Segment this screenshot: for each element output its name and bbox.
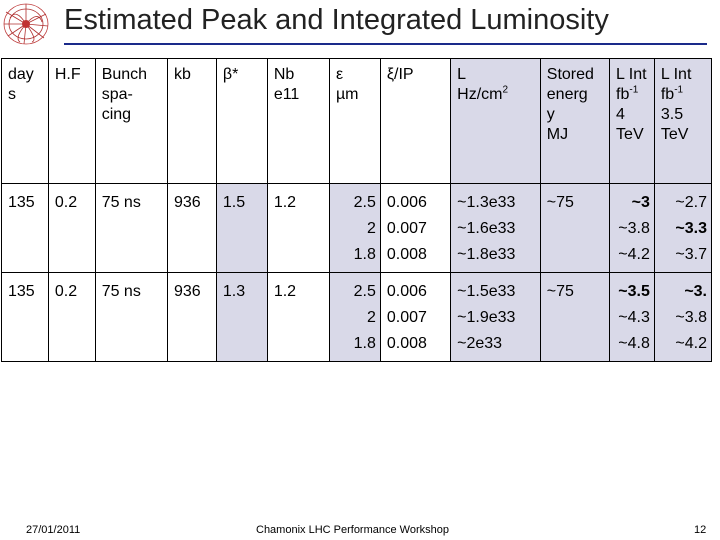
cell-xi-per-ip: 0.006 0.007 0.008 xyxy=(379,183,452,273)
header-luminosity: L Hz/cm2 xyxy=(450,58,541,184)
cell-kb: 936 xyxy=(167,272,217,362)
cell-kb: 936 xyxy=(167,183,217,273)
header-emittance: ε µm xyxy=(328,58,381,184)
header-bunch-spacing: Bunch spa- cing xyxy=(94,58,169,184)
cell-xi-per-ip: 0.006 0.007 0.008 xyxy=(379,272,452,362)
cell-emittance: 2.5 2 1.8 xyxy=(328,272,381,362)
cell-luminosity: ~1.3e33 ~1.6e33 ~1.8e33 xyxy=(450,183,541,273)
cell-beta-star: 1.3 xyxy=(215,272,268,362)
page-title: Estimated Peak and Integrated Luminosity xyxy=(64,4,609,36)
header-stored-energy: Stored energ y MJ xyxy=(539,58,611,184)
cell-hf: 0.2 xyxy=(47,183,96,273)
cell-nb: 1.2 xyxy=(266,272,330,362)
header-hf: H.F xyxy=(47,58,96,184)
cell-bunch-spacing: 75 ns xyxy=(94,272,169,362)
title-underline xyxy=(64,43,707,45)
footer-page-number: 12 xyxy=(694,524,707,536)
table-header-row: day s H.F Bunch spa- cing kb β* Nb e11 ε… xyxy=(1,58,713,184)
cell-hf: 0.2 xyxy=(47,272,96,362)
cell-day: 135 xyxy=(1,183,49,273)
table-row: 135 0.2 75 ns 936 1.5 1.2 2.5 2 1.8 0.00… xyxy=(1,183,713,273)
cell-lint-3p5tev: ~2.7 ~3.3 ~3.7 xyxy=(653,183,713,273)
cell-stored-energy: ~75 xyxy=(539,272,611,362)
cell-bunch-spacing: 75 ns xyxy=(94,183,169,273)
cell-lint-3p5tev: ~3. ~3.8 ~4.2 xyxy=(653,272,713,362)
header-day: day s xyxy=(1,58,49,184)
cell-emittance: 2.5 2 1.8 xyxy=(328,183,381,273)
cell-luminosity: ~1.5e33 ~1.9e33 ~2e33 xyxy=(450,272,541,362)
cell-nb: 1.2 xyxy=(266,183,330,273)
header-beta-star: β* xyxy=(215,58,268,184)
cell-lint-4tev: ~3.5 ~4.3 ~4.8 xyxy=(609,272,655,362)
header-nb: Nb e11 xyxy=(266,58,330,184)
cell-beta-star: 1.5 xyxy=(215,183,268,273)
header-kb: kb xyxy=(167,58,217,184)
header-lint-4tev: L Int fb-1 4 TeV xyxy=(609,58,655,184)
cell-stored-energy: ~75 xyxy=(539,183,611,273)
header-xi-per-ip: ξ/IP xyxy=(379,58,452,184)
luminosity-table: day s H.F Bunch spa- cing kb β* Nb e11 ε… xyxy=(1,58,713,362)
cell-day: 135 xyxy=(1,272,49,362)
footer-event: Chamonix LHC Performance Workshop xyxy=(256,524,449,536)
header-lint-3p5tev: L Int fb-1 3.5 TeV xyxy=(653,58,713,184)
particle-collision-logo xyxy=(3,3,49,45)
cell-lint-4tev: ~3 ~3.8 ~4.2 xyxy=(609,183,655,273)
footer-date: 27/01/2011 xyxy=(26,524,81,536)
table-row: 135 0.2 75 ns 936 1.3 1.2 2.5 2 1.8 0.00… xyxy=(1,272,713,362)
